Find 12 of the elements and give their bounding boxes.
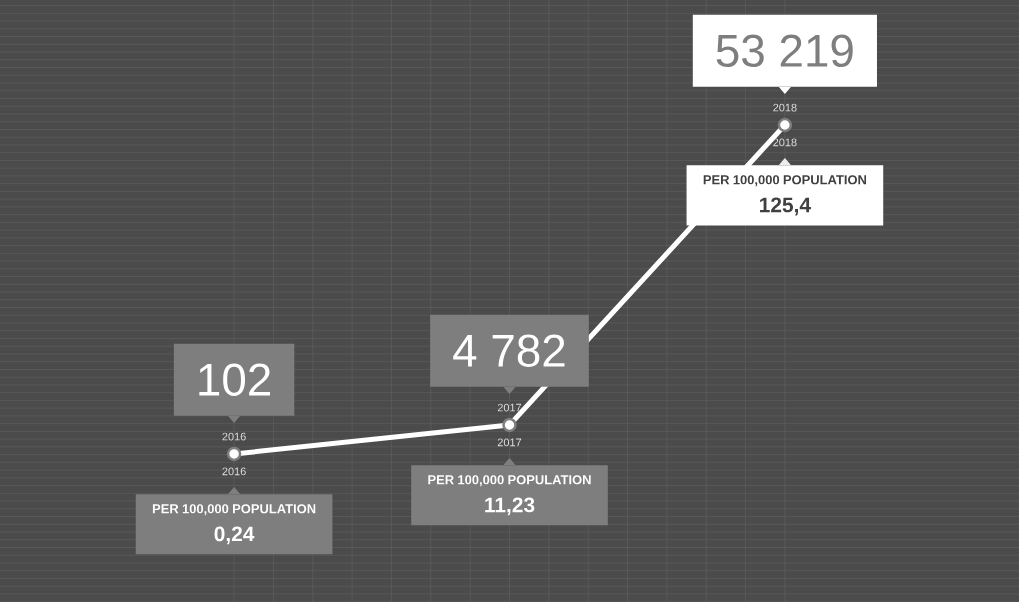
text: 0,24 (214, 526, 255, 545)
text: PER 100,000 POPULATION (428, 475, 591, 487)
annotation: 125,4 (760, 197, 811, 216)
text: 11,23 (485, 497, 535, 516)
text: PER 100,000 POPULATION (152, 504, 316, 516)
annotation: PER 100,000 POPULATION (703, 175, 867, 187)
data-label: 53 219 (716, 34, 853, 68)
category-label: 2017 (497, 438, 522, 447)
data-label: 4 782 (453, 334, 565, 368)
data-label: 102 (199, 363, 271, 396)
category-label: 2018 (773, 138, 797, 147)
category-label: 2016 (222, 467, 246, 476)
